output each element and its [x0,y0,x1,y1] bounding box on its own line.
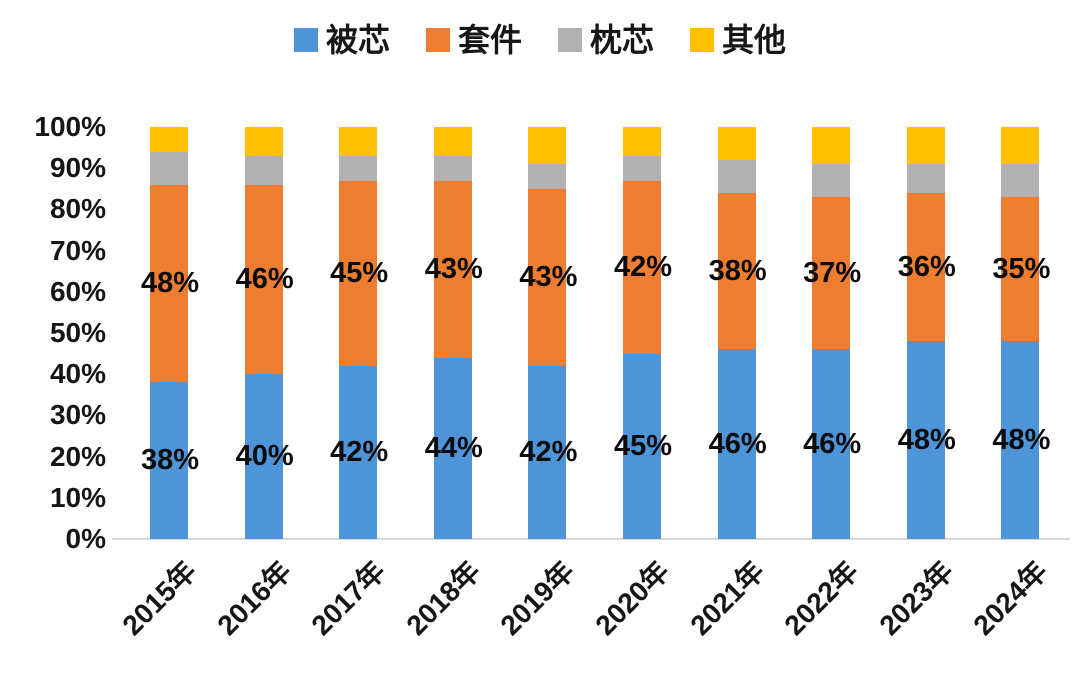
bar-2021: 46% 38% [709,127,767,539]
bar-segment-suite: 46% [236,184,294,375]
bar-2019: 42% 43% [519,127,577,539]
data-label-core: 45% [613,429,673,462]
bar-2017: 42% 45% [330,127,388,539]
bar-segment-pillow [433,155,472,181]
legend-swatch-icon [425,28,450,52]
legend-swatch-icon [558,28,582,52]
bar-segment-suite: 35% [992,197,1050,342]
bar-segment-other [433,127,472,156]
bar-segment-core: 40% [236,374,294,539]
data-label-core: 48% [992,423,1051,456]
plot-area: 38% 48% 40% 46% 42% 45% 44% 43% 42% 43% 45% 42% 46% 3… [122,127,1065,539]
y-axis-tick-label: 0% [65,523,106,554]
data-label-core: 46% [803,427,862,460]
bar-segment-other [623,127,661,156]
bar-segment-core: 48% [992,341,1050,539]
y-axis-tick-label: 70% [49,234,106,266]
bar-segment-core: 44% [425,357,483,539]
bar-segment-suite: 45% [330,180,388,366]
legend-label: 套件 [457,22,522,58]
data-label-suite: 38% [708,254,767,287]
data-label-suite: 48% [140,267,200,300]
data-label-core: 42% [330,435,389,468]
data-label-suite: 43% [519,260,578,293]
bar-segment-core: 46% [709,349,767,539]
bar-segment-core: 48% [898,341,956,539]
bar-segment-core: 42% [519,365,577,539]
data-label-core: 44% [424,431,483,464]
bar-segment-pillow [528,164,567,189]
data-label-core: 46% [708,427,767,460]
bar-segment-suite: 43% [519,188,577,366]
bar-segment-suite: 36% [898,192,956,342]
y-axis-tick-label: 100% [34,111,106,142]
data-label-suite: 45% [330,256,389,289]
bar-segment-pillow [717,159,756,193]
data-label-core: 42% [519,435,578,468]
legend-item-core: 被芯 [293,22,390,58]
bar-2023: 48% 36% [898,127,956,539]
bar-segment-suite: 42% [614,180,672,354]
bar-segment-pillow [244,155,283,185]
bar-segment-core: 42% [330,365,388,539]
y-axis-tick-label: 40% [49,358,106,390]
y-axis-tick-label: 10% [49,481,106,513]
bar-segment-suite: 38% [709,192,767,350]
y-axis-tick-label: 20% [49,440,106,472]
legend-label: 其他 [722,22,787,58]
x-axis-line [112,538,1070,540]
bar-segment-pillow [339,155,378,181]
bar-segment-suite: 48% [141,184,199,383]
data-label-core: 48% [897,423,956,456]
bar-2016: 40% 46% [236,127,294,539]
bar-2015: 38% 48% [141,127,199,539]
bar-segment-suite: 43% [425,180,483,358]
y-axis-tick-label: 90% [49,152,106,184]
bar-segment-other [244,127,283,156]
legend-swatch-icon [293,28,318,52]
bar-2022: 46% 37% [803,127,861,539]
bar-segment-suite: 37% [803,197,861,350]
data-label-suite: 37% [803,256,862,289]
bar-2018: 44% 43% [425,127,483,539]
bar-segment-other [1001,127,1040,165]
data-label-suite: 42% [613,250,673,283]
bar-2024: 48% 35% [992,127,1050,539]
bar-segment-other [339,127,378,156]
bar-segment-other [717,127,756,160]
bar-segment-pillow [906,164,945,193]
data-label-suite: 46% [235,262,294,295]
bar-segment-pillow [623,155,661,181]
y-axis-tick-label: 60% [49,275,106,307]
bar-segment-core: 38% [141,382,199,539]
y-axis-tick-label: 80% [49,193,106,225]
bar-segment-core: 46% [803,349,861,539]
y-axis-tick-label: 50% [49,317,106,348]
legend-item-suite: 套件 [425,22,522,58]
legend: 被芯 套件 枕芯 其他 [0,24,1080,56]
data-label-core: 40% [235,440,294,473]
y-axis-tick-label: 30% [49,399,106,431]
legend-swatch-icon [690,28,715,52]
bar-segment-pillow [812,164,851,198]
data-label-suite: 36% [897,250,956,283]
data-label-suite: 35% [992,252,1051,285]
bar-segment-other [906,127,945,165]
bar-segment-core: 45% [614,353,672,539]
bar-segment-other [812,127,851,165]
bar-segment-pillow [1001,164,1040,198]
legend-item-other: 其他 [690,24,786,56]
bar-segment-pillow [150,151,188,185]
bar-segment-other [528,127,567,165]
legend-label: 枕芯 [590,22,655,58]
bar-2020: 45% 42% [614,127,672,539]
data-label-core: 38% [140,444,200,477]
bar-segment-other [150,127,188,152]
legend-label: 被芯 [325,22,390,58]
legend-item-pillow: 枕芯 [558,24,654,56]
data-label-suite: 43% [424,252,483,285]
